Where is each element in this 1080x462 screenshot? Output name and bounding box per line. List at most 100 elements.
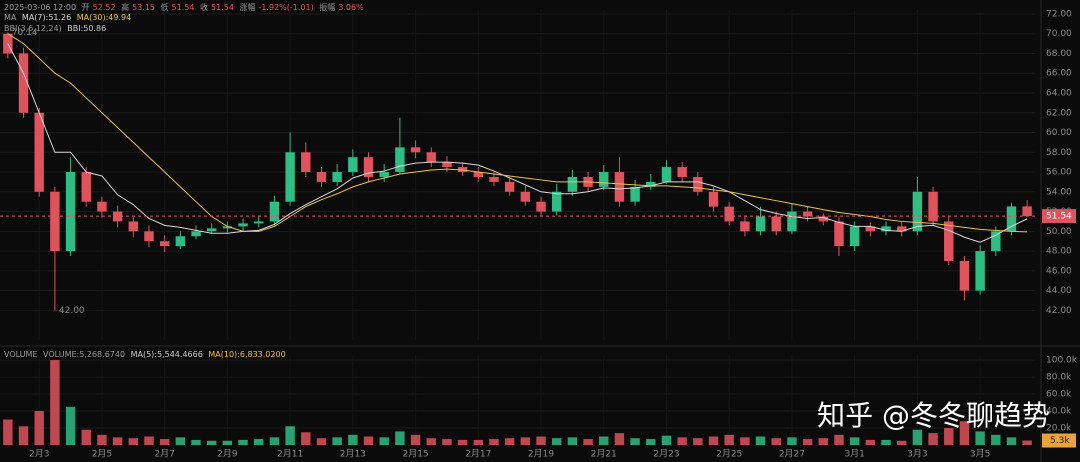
x-tick-label: 2月17 bbox=[465, 449, 491, 460]
candle-body bbox=[661, 167, 672, 182]
volume-legend: VOLUME VOLUME:5,268.6740 MA(5):5,544.466… bbox=[4, 350, 289, 359]
volume-bar bbox=[1022, 440, 1032, 445]
volume-bar bbox=[834, 434, 844, 445]
candle-body bbox=[128, 221, 138, 232]
volume-bar bbox=[818, 438, 828, 445]
bbi-legend: BBI(3,6,12,24) BBI:50.86 bbox=[4, 24, 109, 33]
x-tick-label: 3月5 bbox=[970, 449, 990, 460]
volume-bar bbox=[489, 439, 499, 445]
candle-body bbox=[708, 191, 719, 207]
volume-bar bbox=[959, 421, 970, 445]
legend-entry: MA(30):49.94 bbox=[76, 13, 132, 22]
volume-bar bbox=[144, 436, 154, 445]
volume-bar bbox=[599, 436, 609, 445]
volume-bar bbox=[112, 437, 123, 445]
volume-bar bbox=[207, 440, 217, 445]
x-tick-label: 2月7 bbox=[154, 449, 174, 460]
candle-body bbox=[159, 241, 170, 247]
x-tick-label: 2月19 bbox=[528, 449, 554, 460]
watermark: 知乎 @冬冬聊趋势 bbox=[817, 399, 1050, 432]
y-tick-label: 42.00 bbox=[1046, 306, 1072, 316]
volume-bar bbox=[849, 437, 860, 445]
candle-body bbox=[363, 157, 374, 177]
volume-bar bbox=[552, 438, 562, 445]
change: -1.92%(-1.01) bbox=[258, 3, 314, 12]
x-tick-label: 2月23 bbox=[653, 449, 679, 460]
volume-bar bbox=[222, 440, 233, 445]
last-price-label: 51.54 bbox=[1046, 212, 1072, 222]
volume-bar bbox=[771, 438, 781, 445]
candle-body bbox=[520, 191, 531, 202]
candle-body bbox=[1022, 206, 1032, 217]
change-label: 涨幅 bbox=[239, 3, 256, 12]
volume-bar bbox=[81, 429, 91, 445]
candle-body bbox=[144, 231, 154, 242]
volume-bar bbox=[693, 438, 703, 445]
volume-ma10: MA(10):6,833.0200 bbox=[208, 350, 286, 359]
candle-body bbox=[677, 167, 687, 177]
ma-legend: MA MA(7):51.26 MA(30):49.94 bbox=[4, 13, 134, 22]
x-tick-label: 2月9 bbox=[217, 449, 238, 460]
candle-body bbox=[630, 186, 640, 202]
volume-bar bbox=[661, 435, 672, 445]
volume-bar bbox=[520, 437, 531, 445]
candle-body bbox=[567, 176, 578, 192]
volume-bar bbox=[881, 439, 891, 445]
y-tick-label: 48.00 bbox=[1046, 247, 1072, 257]
max-annotation: 70.14 bbox=[12, 28, 38, 38]
x-tick-label: 3月1 bbox=[844, 449, 864, 460]
y-tick-label: 56.00 bbox=[1046, 168, 1072, 178]
y-tick-label: 54.00 bbox=[1046, 187, 1072, 197]
volume-bar bbox=[50, 360, 60, 445]
amplitude-label: 振幅 bbox=[319, 3, 336, 12]
y-tick-label: 46.00 bbox=[1046, 266, 1072, 276]
x-tick-label: 2月13 bbox=[340, 449, 366, 460]
volume-bar bbox=[646, 439, 656, 445]
candle-body bbox=[928, 191, 938, 222]
bbi-value: BBI:50.86 bbox=[67, 24, 107, 33]
candle-body bbox=[614, 172, 625, 202]
candle-body bbox=[316, 172, 327, 182]
candle-body bbox=[112, 211, 123, 222]
bbi-label: BBI(3,6,12,24) bbox=[4, 24, 62, 33]
candle-body bbox=[771, 216, 781, 232]
volume-bar bbox=[426, 438, 436, 445]
volume-bar bbox=[348, 434, 358, 445]
y-tick-label: 68.00 bbox=[1046, 49, 1072, 59]
x-tick-label: 2月15 bbox=[402, 449, 428, 460]
candle-body bbox=[269, 201, 280, 222]
last-volume-label: 5.3k bbox=[1050, 436, 1070, 446]
volume-bar bbox=[379, 437, 389, 445]
last-volume-box bbox=[1042, 433, 1076, 448]
volume-title: VOLUME bbox=[4, 350, 38, 359]
volume-ma5: MA(5):5,544.4666 bbox=[130, 350, 203, 359]
volume-bar bbox=[34, 411, 44, 445]
candle-body bbox=[18, 53, 29, 113]
candle-body bbox=[410, 147, 421, 153]
y-tick-label: 72.00 bbox=[1046, 9, 1072, 19]
x-tick-label: 2月25 bbox=[716, 449, 742, 460]
candle-body bbox=[504, 181, 515, 192]
volume-value: VOLUME:5,268.6740 bbox=[43, 350, 126, 359]
candle-body bbox=[944, 221, 954, 261]
candle-body bbox=[473, 172, 483, 177]
volume-bar bbox=[787, 437, 797, 445]
y-tick-label: 80.0k bbox=[1046, 373, 1072, 383]
indicator-label: MA bbox=[4, 13, 17, 22]
volume-bar bbox=[1006, 437, 1017, 445]
volume-bar bbox=[473, 439, 483, 445]
x-tick-label: 2月3 bbox=[29, 449, 49, 460]
volume-bar bbox=[865, 439, 876, 445]
candle-body bbox=[646, 181, 656, 187]
volume-bar bbox=[128, 438, 138, 445]
candle-body bbox=[285, 152, 295, 202]
y-tick-label: 20.0k bbox=[1046, 424, 1072, 434]
x-tick-label: 2月5 bbox=[92, 449, 112, 460]
candle-body bbox=[254, 221, 264, 224]
candle-body bbox=[849, 226, 860, 247]
candle-body bbox=[552, 191, 562, 212]
candle-body bbox=[379, 172, 389, 177]
volume-bar bbox=[504, 438, 515, 445]
volume-bar bbox=[536, 436, 546, 445]
